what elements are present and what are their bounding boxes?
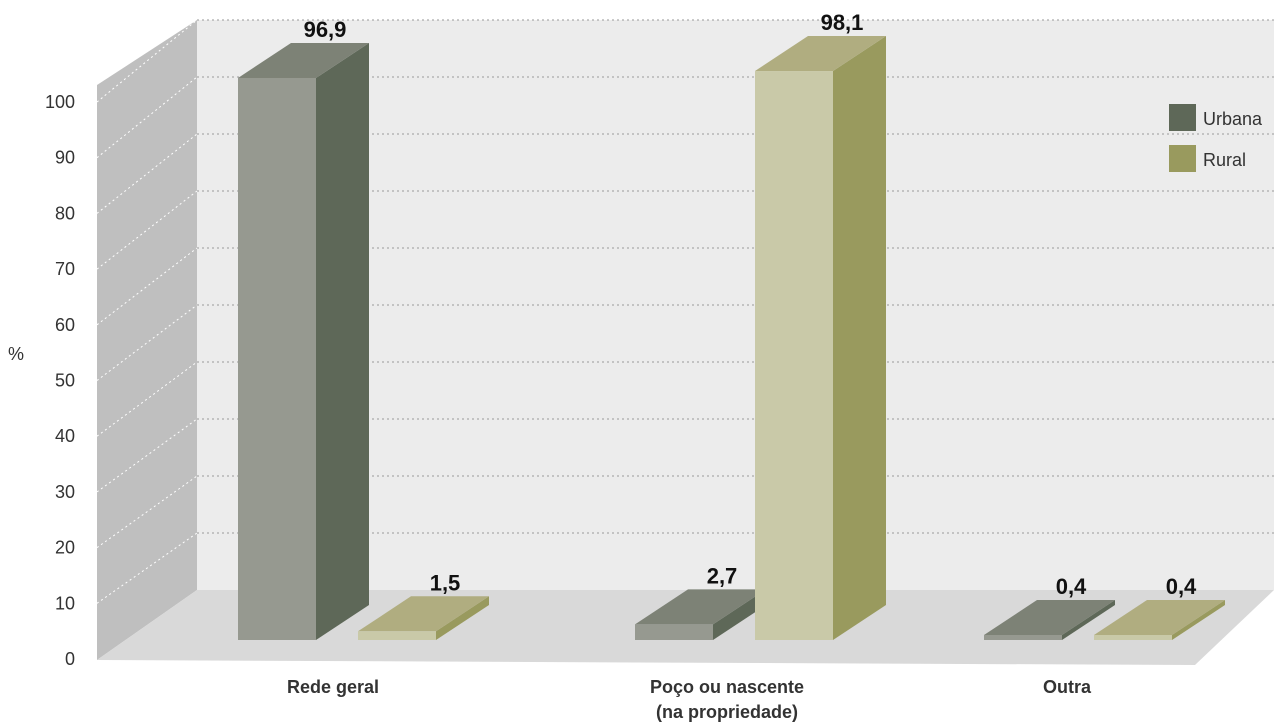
value-label: 98,1	[821, 10, 864, 35]
y-axis-label: %	[8, 344, 24, 364]
gridlines	[96, 19, 1274, 604]
y-tick-label: 80	[55, 203, 75, 223]
y-tick-label: 20	[55, 538, 75, 558]
bar-side-face	[1172, 600, 1225, 640]
value-label: 96,9	[304, 17, 347, 42]
bar-urbana-2	[635, 589, 766, 640]
category-label: Rede geral	[287, 677, 379, 697]
legend-swatch-urbana	[1169, 104, 1196, 131]
bar-top-face	[1094, 600, 1225, 635]
side-gridline	[96, 304, 198, 381]
y-tick-label: 30	[55, 482, 75, 502]
bar-rural-1	[358, 596, 489, 640]
bars	[238, 36, 1225, 641]
bar-top-face	[358, 596, 489, 632]
bar-side-face	[316, 42, 369, 641]
legend-label: Urbana	[1203, 109, 1263, 129]
y-tick-label: 10	[55, 593, 75, 613]
y-tick-label: 90	[55, 148, 75, 168]
bar-top-face	[635, 589, 766, 625]
value-label: 0,4	[1166, 574, 1197, 599]
legend-label: Rural	[1203, 150, 1246, 170]
bar-front-face	[238, 77, 316, 641]
side-gridline	[96, 418, 198, 493]
bar-front-face	[358, 631, 436, 640]
category-label: Poço ou nascente	[650, 677, 804, 697]
y-axis-ticks: 0 10 20 30 40 50 60 70 80 90 100	[45, 92, 75, 669]
bar-side-face	[436, 596, 489, 640]
bar-side-face	[1062, 600, 1115, 640]
side-gridline	[96, 475, 198, 549]
bar-rural-3	[1094, 600, 1225, 640]
side-wall	[97, 20, 197, 660]
value-label: 1,5	[430, 570, 461, 595]
bar-front-face	[984, 635, 1062, 640]
side-gridline	[96, 190, 198, 270]
value-label: 2,7	[707, 563, 738, 588]
bar-front-face	[1094, 635, 1172, 640]
value-label: 0,4	[1056, 574, 1087, 599]
y-tick-label: 50	[55, 371, 75, 391]
y-tick-label: 40	[55, 426, 75, 446]
bar-side-face	[713, 589, 766, 640]
side-gridline	[96, 361, 198, 437]
side-gridline	[96, 19, 198, 103]
side-gridline	[96, 76, 198, 159]
side-gridline	[96, 133, 198, 214]
side-gridline	[96, 532, 198, 604]
bar-front-face	[635, 624, 713, 640]
bar-urbana-1	[238, 42, 369, 641]
side-gridline	[96, 247, 198, 326]
legend-swatch-rural	[1169, 145, 1196, 172]
bar-top-face	[755, 36, 886, 72]
bar-top-face	[984, 600, 1115, 635]
category-label-line2: (na propriedade)	[656, 702, 798, 722]
bar-side-face	[833, 36, 886, 640]
category-label: Outra	[1043, 677, 1092, 697]
bar-urbana-3	[984, 600, 1115, 640]
bar-rural-2	[755, 36, 886, 640]
y-tick-label: 100	[45, 92, 75, 112]
bar-top-face	[238, 42, 369, 78]
legend: Urbana Rural	[1169, 104, 1263, 172]
value-labels: 96,9 1,5 2,7 98,1 0,4 0,4	[304, 10, 1197, 599]
y-tick-label: 60	[55, 315, 75, 335]
x-axis-categories: Rede geral Poço ou nascente (na propriedad…	[287, 677, 1092, 722]
back-wall	[197, 20, 1274, 590]
y-tick-label: 0	[65, 649, 75, 669]
y-tick-label: 70	[55, 259, 75, 279]
bar-front-face	[755, 71, 833, 640]
